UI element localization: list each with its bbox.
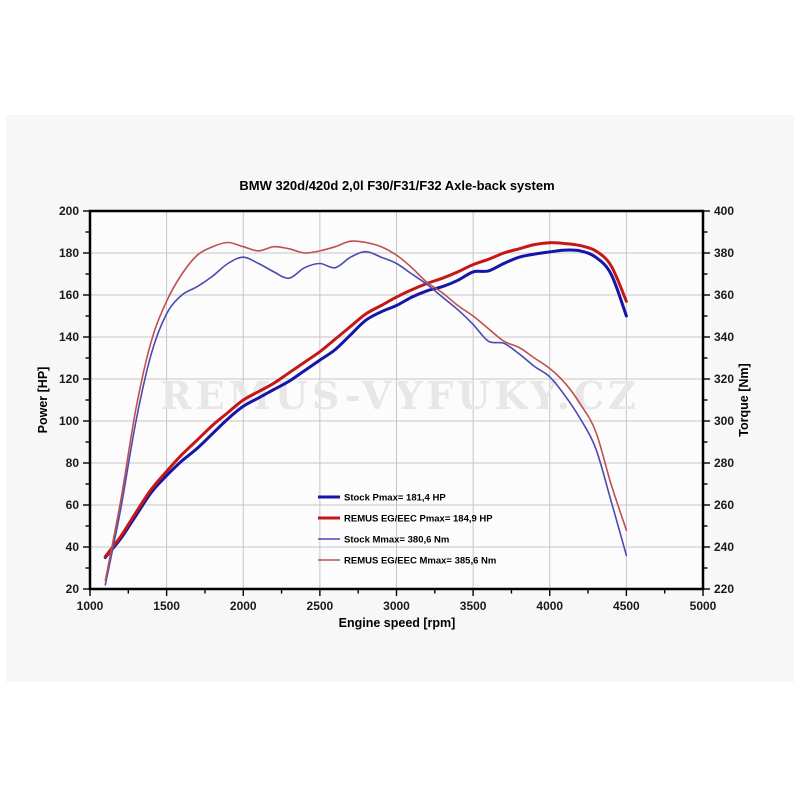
- x-tick-label: 4000: [536, 599, 563, 613]
- axis-tick-labels: 1000 1500 2000 2500 3000 3500 4000 4500 5000 20 40…: [59, 204, 734, 613]
- torque-tick-label: 340: [714, 330, 734, 344]
- torque-tick-label: 280: [714, 456, 734, 470]
- dyno-curves: [103, 240, 628, 586]
- x-tick-label: 3500: [460, 599, 487, 613]
- legend: Stock Pmax= 181,4 HP REMUS EG/EEC Pmax= 1…: [318, 493, 496, 567]
- legend-label-stock-torque: Stock Mmax= 380,6 Nm: [344, 535, 449, 546]
- legend-label-stock-power: Stock Pmax= 181,4 HP: [344, 493, 446, 504]
- power-tick-label: 140: [59, 330, 79, 344]
- x-tick-label: 1000: [77, 599, 104, 613]
- power-tick-label: 60: [66, 498, 80, 512]
- torque-axis-label: Torque [Nm]: [737, 363, 751, 436]
- x-tick-label: 1500: [153, 599, 180, 613]
- torque-tick-label: 380: [714, 246, 734, 260]
- x-tick-label: 4500: [613, 599, 640, 613]
- torque-tick-label: 240: [714, 540, 734, 554]
- torque-tick-label: 260: [714, 498, 734, 512]
- curve-remus-torque: [104, 240, 628, 582]
- plot-frame: [88, 209, 705, 591]
- torque-tick-label: 360: [714, 288, 734, 302]
- torque-tick-label: 300: [714, 414, 734, 428]
- power-tick-label: 100: [59, 414, 79, 428]
- torque-tick-label: 320: [714, 372, 734, 386]
- chart-title: BMW 320d/420d 2,0l F30/F31/F32 Axle-back…: [239, 178, 554, 193]
- legend-label-remus-power: REMUS EG/EEC Pmax= 184,9 HP: [344, 514, 493, 525]
- power-tick-label: 120: [59, 372, 79, 386]
- power-axis-label: Power [HP]: [36, 367, 50, 434]
- watermark-text: REMUS-VYFUKY.CZ: [160, 373, 640, 418]
- x-axis-label: Engine speed [rpm]: [339, 616, 456, 630]
- power-tick-label: 200: [59, 204, 79, 218]
- torque-tick-label: 220: [714, 582, 734, 596]
- torque-tick-label: 400: [714, 204, 734, 218]
- curve-stock-power: [103, 248, 628, 559]
- x-tick-label: 3000: [383, 599, 410, 613]
- power-tick-label: 80: [66, 456, 80, 470]
- curve-stock-torque: [104, 250, 628, 586]
- power-tick-label: 40: [66, 540, 80, 554]
- power-tick-label: 20: [66, 582, 80, 596]
- x-tick-label: 5000: [690, 599, 717, 613]
- x-tick-label: 2000: [230, 599, 257, 613]
- power-tick-label: 180: [59, 246, 79, 260]
- x-tick-label: 2500: [307, 599, 334, 613]
- axis-ticks: [83, 210, 710, 596]
- gridlines: [90, 211, 703, 589]
- curve-remus-power: [103, 241, 628, 558]
- legend-label-remus-torque: REMUS EG/EEC Mmax= 385,6 Nm: [344, 556, 496, 567]
- power-tick-label: 160: [59, 288, 79, 302]
